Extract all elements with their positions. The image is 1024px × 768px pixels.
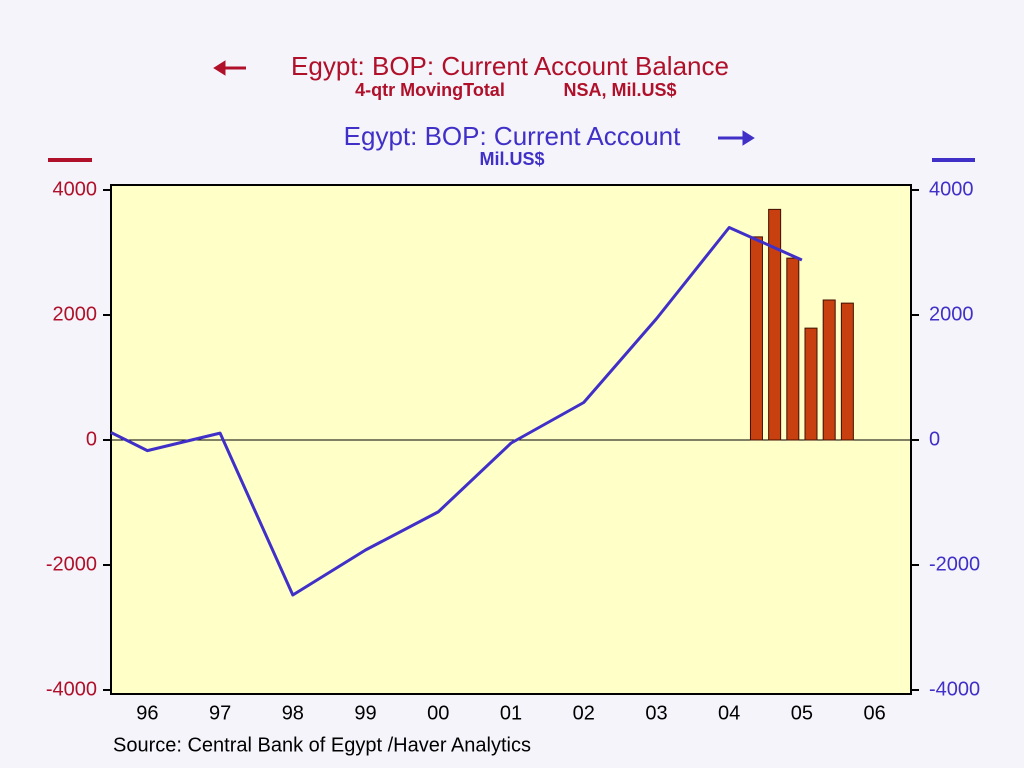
x-tick-label: 03	[645, 702, 667, 724]
series-1-title: Egypt: BOP: Current Account	[344, 121, 681, 151]
x-tick-label: 97	[209, 702, 231, 724]
y-tick-label: 2000	[53, 303, 98, 325]
line	[110, 226, 803, 597]
x-tick-label: 96	[136, 702, 158, 724]
source: Source: Central Bank of Egypt /Haver Ana…	[113, 734, 531, 756]
bar	[822, 299, 836, 441]
y-tick-label: -4000	[46, 678, 97, 700]
x-tick-label: 04	[718, 702, 740, 724]
series-0-units: NSA, Mil.US$	[563, 80, 676, 100]
left-arrow	[213, 60, 246, 76]
series-0-title: Egypt: BOP: Current Account Balance	[291, 51, 729, 81]
x-tick-label: 98	[282, 702, 304, 724]
y-tick-label: 0	[86, 428, 97, 450]
bar	[804, 327, 818, 441]
y-tick-label: -2000	[46, 553, 97, 575]
bar	[840, 302, 854, 441]
series-0-units: 4-qtr MovingTotal	[355, 80, 505, 100]
bar	[749, 236, 763, 441]
bar	[768, 208, 782, 441]
right-arrow	[718, 130, 755, 146]
x-tick-label: 05	[791, 702, 813, 724]
x-tick-label: 99	[354, 702, 376, 724]
x-tick-label: 01	[500, 702, 522, 724]
y2-tick-label: -2000	[929, 553, 980, 575]
series-1-units: Mil.US$	[479, 149, 544, 169]
bar	[786, 257, 800, 441]
x-tick-label: 02	[573, 702, 595, 724]
y-tick-label: 4000	[53, 178, 98, 200]
y2-tick-label: 4000	[929, 178, 974, 200]
x-tick-label: 00	[427, 702, 449, 724]
y2-tick-label: 2000	[929, 303, 974, 325]
y2-tick-label: 0	[929, 428, 940, 450]
y2-tick-label: -4000	[929, 678, 980, 700]
x-tick-label: 06	[864, 702, 886, 724]
